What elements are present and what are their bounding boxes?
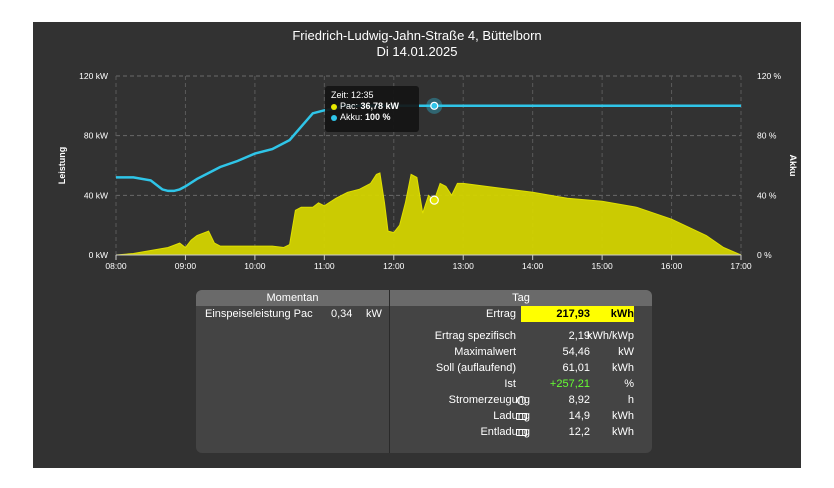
tag-unit: kW	[618, 346, 634, 358]
tag-unit: kWh	[610, 308, 634, 320]
x-tick-label: 14:00	[522, 261, 544, 271]
x-tick-label: 10:00	[244, 261, 266, 271]
tag-value: 12,2	[568, 426, 590, 438]
pac-dot-icon	[331, 103, 337, 110]
chart-panel: Friedrich-Ludwig-Jahn-Straße 4, Büttelbo…	[33, 22, 801, 468]
chart-title-block: Friedrich-Ludwig-Jahn-Straße 4, Büttelbo…	[33, 28, 801, 60]
y-right-tick-label: 40 %	[757, 190, 777, 200]
tag-value: 8,92	[568, 394, 590, 406]
tag-value: 61,01	[562, 362, 590, 374]
y-right-tick-label: 0 %	[757, 250, 772, 260]
tooltip-akku-label: Akku:	[340, 112, 363, 122]
akku-hover-marker	[430, 101, 439, 110]
x-tick-label: 12:00	[383, 261, 405, 271]
x-tick-label: 15:00	[591, 261, 613, 271]
tag-value: 2,19	[568, 330, 590, 342]
tag-value: 54,46	[562, 346, 590, 358]
chart-tooltip: Zeit: 12:35 Pac: 36,78 kW Akku: 100 %	[325, 86, 419, 132]
tag-label: Ist	[504, 378, 516, 390]
momentan-label: Einspeiseleistung Pac	[205, 308, 313, 320]
x-tick-label: 16:00	[661, 261, 683, 271]
momentan-header: Momentan	[196, 290, 389, 306]
y-right-title: Akku	[788, 154, 798, 176]
ertrag-highlight	[521, 306, 634, 322]
tag-row-ertrag: Ertrag 217,93 kWh	[390, 306, 652, 322]
tooltip-pac-value: 36,78 kW	[360, 101, 400, 111]
x-tick-label: 11:00	[314, 261, 335, 271]
chart-title: Friedrich-Ludwig-Jahn-Straße 4, Büttelbo…	[292, 28, 542, 43]
battery-icon	[516, 413, 527, 420]
pac-hover-marker	[429, 195, 439, 205]
stats-tables: Momentan Einspeiseleistung Pac 0,34 kW T…	[196, 290, 652, 453]
tag-row: Stromerzeugung 8,92 h	[390, 392, 652, 408]
pac-area	[115, 172, 742, 256]
tag-unit: kWh	[612, 426, 634, 438]
momentan-value: 0,34	[331, 308, 353, 320]
tag-unit: %	[624, 378, 634, 390]
tag-value: +257,21	[549, 378, 590, 390]
tag-label: Stromerzeugung	[448, 394, 530, 406]
tooltip-pac-row: Pac: 36,78 kW	[331, 101, 413, 112]
tag-value: 14,9	[568, 410, 590, 422]
tag-value: 217,93	[556, 308, 590, 320]
tag-unit: h	[627, 394, 634, 406]
clock-icon	[517, 396, 526, 405]
tooltip-pac-label: Pac:	[340, 101, 359, 111]
x-tick-label: 13:00	[453, 261, 475, 271]
momentan-table: Momentan Einspeiseleistung Pac 0,34 kW	[196, 290, 390, 453]
y-left-tick-label: 80 kW	[84, 131, 108, 141]
y-left-title: Leistung	[57, 147, 67, 185]
y-right-tick-label: 120 %	[757, 71, 782, 81]
tag-label: Ertrag spezifisch	[434, 330, 516, 342]
x-tick-label: 17:00	[730, 261, 752, 271]
tag-header: Tag	[390, 290, 652, 306]
y-left-tick-label: 120 kW	[79, 71, 108, 81]
tag-row: Maximalwert 54,46 kW	[390, 344, 652, 360]
tag-unit: kWh	[612, 362, 634, 374]
power-chart: 0 kW 0 % 40 kW 40 % 80 kW 80 % 120 kW 120 % 08:0…	[57, 71, 798, 271]
y-left-tick-label: 40 kW	[84, 190, 108, 200]
tooltip-time: Zeit: 12:35	[331, 90, 374, 100]
tag-row: Ladung 14,9 kWh	[390, 408, 652, 424]
x-tick-label: 08:00	[105, 261, 127, 271]
tag-unit: kWh	[612, 410, 634, 422]
chart-subtitle: Di 14.01.2025	[376, 44, 458, 59]
battery-icon	[516, 429, 527, 436]
tooltip-akku-row: Akku: 100 %	[331, 112, 413, 123]
tag-table: Tag Ertrag 217,93 kWh Ertrag spezifisch …	[390, 290, 652, 453]
y-left-tick-label: 0 kW	[89, 250, 108, 260]
tag-unit: kWh/kWp	[586, 330, 634, 342]
momentan-row: Einspeiseleistung Pac 0,34 kW	[196, 306, 389, 322]
momentan-unit: kW	[366, 308, 382, 320]
tag-label: Maximalwert	[454, 346, 516, 358]
y-right-tick-label: 80 %	[757, 131, 777, 141]
akku-line	[116, 104, 741, 193]
tag-label: Soll (auflaufend)	[435, 362, 516, 374]
tag-row: Ist +257,21 %	[390, 376, 652, 392]
tooltip-akku-value: 100 %	[365, 112, 391, 122]
akku-dot-icon	[331, 114, 337, 121]
tag-label: Ertrag	[486, 308, 516, 320]
tag-row: Entladung 12,2 kWh	[390, 424, 652, 440]
tag-row: Soll (auflaufend) 61,01 kWh	[390, 360, 652, 376]
tag-row: Ertrag spezifisch 2,19 kWh/kWp	[390, 328, 652, 344]
x-tick-label: 09:00	[175, 261, 197, 271]
